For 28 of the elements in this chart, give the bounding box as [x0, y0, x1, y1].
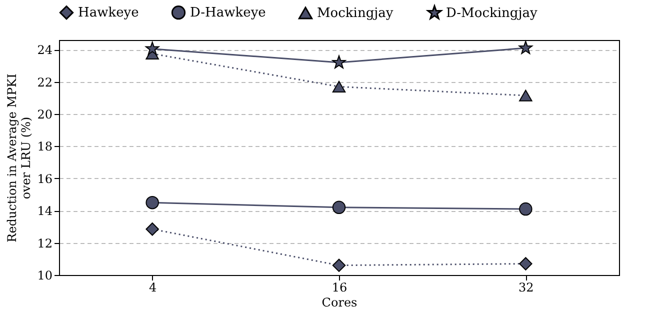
y-tick-label: 20 — [37, 108, 52, 122]
y-tick-label: 24 — [37, 43, 53, 58]
point — [146, 196, 159, 210]
legend-label: Mockingjay — [317, 6, 394, 22]
point — [519, 90, 532, 102]
point — [145, 42, 160, 55]
x-tick-label: 32 — [518, 280, 534, 294]
x-tick-label: 16 — [332, 280, 348, 294]
y-tick-label: 10 — [37, 268, 52, 282]
x-tick-label: 4 — [149, 280, 158, 294]
point — [332, 258, 346, 272]
legend-label: Hawkeye — [78, 6, 140, 21]
y-tick-label: 14 — [37, 204, 53, 218]
point — [519, 202, 532, 216]
y-axis-title: Reduction in Average MPKI over LRU (%) — [5, 73, 34, 242]
y-tick-label: 12 — [37, 236, 52, 250]
point — [146, 222, 159, 236]
point — [332, 200, 346, 214]
point — [332, 55, 346, 69]
legend-label: D-Mockingjay — [446, 6, 538, 21]
point — [332, 80, 346, 92]
y-tick-label: 22 — [37, 75, 52, 90]
y-tick-label: 18 — [37, 140, 52, 154]
point — [519, 257, 532, 270]
legend-label: D-Hawkeye — [190, 6, 266, 21]
point — [518, 40, 533, 54]
y-tick-label: 16 — [37, 172, 52, 186]
x-axis-title: Cores — [322, 296, 358, 310]
